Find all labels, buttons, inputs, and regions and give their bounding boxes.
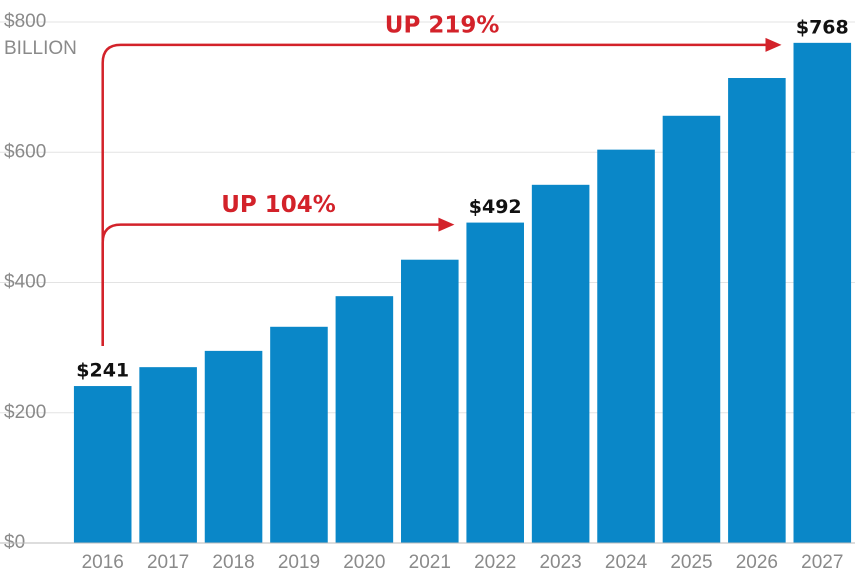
bar <box>204 350 263 543</box>
bar <box>270 326 328 543</box>
x-tick-label: 2020 <box>343 552 385 573</box>
x-tick-label: 2024 <box>605 552 648 573</box>
annotation-label: UP 104% <box>221 192 336 218</box>
bar <box>728 78 786 543</box>
x-tick-label: 2016 <box>82 552 124 573</box>
value-label: $241 <box>76 360 129 382</box>
y-tick-label: $800 <box>4 11 46 32</box>
x-tick-label: 2019 <box>278 552 320 573</box>
y-tick-label: $400 <box>4 272 46 293</box>
y-unit-label: BILLION <box>4 38 77 59</box>
annotation-label: UP 219% <box>385 12 500 38</box>
bar <box>531 184 590 543</box>
x-tick-label: 2026 <box>736 552 778 573</box>
x-tick-label: 2017 <box>147 552 189 573</box>
value-label: $492 <box>469 196 522 218</box>
annotation-arrow <box>101 43 768 347</box>
bar <box>597 149 655 543</box>
y-tick-label: $600 <box>4 141 46 162</box>
arrow-head <box>438 217 455 232</box>
bar <box>139 367 197 543</box>
x-tick-label: 2022 <box>474 552 516 573</box>
x-tick-label: 2018 <box>212 552 254 573</box>
bar <box>793 42 852 544</box>
bar <box>662 115 721 543</box>
arrow-head <box>765 37 782 52</box>
value-label: $768 <box>796 16 849 38</box>
bar <box>466 222 524 543</box>
y-tick-label: $200 <box>4 402 46 423</box>
x-tick-label: 2025 <box>670 552 712 573</box>
x-tick-label: 2027 <box>801 552 843 573</box>
bar <box>335 296 394 543</box>
x-tick-label: 2023 <box>539 552 581 573</box>
x-tick-label: 2021 <box>409 552 451 573</box>
bar <box>401 259 459 543</box>
bar <box>73 386 132 543</box>
